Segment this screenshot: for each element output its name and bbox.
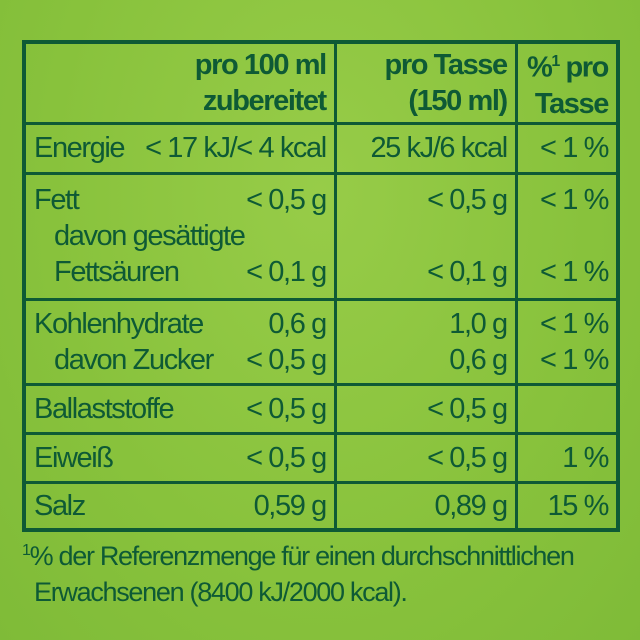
value (514, 382, 620, 435)
header-per-cup: pro Tasse (150 ml) (333, 40, 518, 125)
header-per-100ml: pro 100 ml zubereitet (22, 40, 337, 125)
value: < 17 kJ/< 4 kcal (145, 132, 327, 165)
header-text: % (526, 51, 553, 84)
value: < 1 % (540, 343, 609, 376)
fat-cup-cell: < 0,5 g < 0,1 g (333, 171, 518, 301)
row-label: Salz (34, 489, 86, 522)
row-label: davon Zucker (54, 343, 214, 376)
carbs-pct-cell: < 1 % < 1 % (514, 297, 620, 386)
table-row: Ballaststoffe < 0,5 g < 0,5 g (22, 382, 620, 435)
value: < 0,5 g (246, 184, 327, 217)
footnote-line-2: Erwachsenen (8400 kJ/2000 kcal). (34, 577, 408, 607)
value: < 0,5 g (333, 382, 518, 435)
row-label: Energie (34, 132, 126, 165)
footnote-mark: 1 (551, 53, 560, 70)
table-row: Energie < 17 kJ/< 4 kcal 25 kJ/6 kcal < 1… (22, 121, 620, 175)
footnote: 1% der Referenzmenge für einen durchschn… (22, 533, 575, 610)
table-row: Kohlenhydrate 0,6 g davon Zucker < 0,5 g 1… (22, 297, 620, 386)
value: 25 kJ/6 kcal (333, 121, 518, 175)
fat-cell: Fett < 0,5 g davon gesättigte Fettsäuren <… (22, 171, 337, 301)
table-row: Eiweiß < 0,5 g < 0,5 g 1 % (22, 431, 620, 484)
value: 15 % (514, 480, 620, 532)
value: 1,0 g (449, 307, 508, 340)
header-text: %1 pro (526, 44, 609, 86)
header-text: pro (558, 51, 609, 84)
value: < 0,5 g (246, 441, 327, 474)
header-text: zubereitet (202, 84, 327, 117)
value: < 0,5 g (427, 184, 508, 217)
row-label: Fett (34, 184, 80, 217)
carbs-cup-cell: 1,0 g 0,6 g (333, 297, 518, 386)
header-row: pro 100 ml zubereitet pro Tasse (150 ml)… (22, 40, 620, 125)
value: < 1 % (514, 121, 620, 175)
value: 1 % (514, 431, 620, 484)
row-label: Ballaststoffe (34, 392, 175, 425)
header-text: pro 100 ml (194, 48, 327, 81)
fat-pct-cell: < 1 % < 1 % (514, 171, 620, 301)
energy-cell: Energie < 17 kJ/< 4 kcal (22, 121, 337, 175)
value: < 0,5 g (246, 343, 327, 376)
salt-cell: Salz 0,59 g (22, 480, 337, 532)
row-label: Eiweiß (34, 441, 114, 474)
value: 0,59 g (253, 489, 328, 522)
row-label: Fettsäuren (54, 256, 180, 289)
header-percent: %1 pro Tasse (514, 40, 620, 125)
row-label: davon gesättigte (54, 220, 246, 253)
value: < 0,5 g (333, 431, 518, 484)
value: 0,6 g (268, 307, 327, 340)
value: 0,6 g (449, 343, 508, 376)
value: < 1 % (540, 256, 609, 289)
value: < 0,1 g (246, 256, 327, 289)
footnote-text: % der Referenzmenge für einen durchschni… (29, 541, 575, 571)
header-text: (150 ml) (408, 84, 508, 117)
protein-cell: Eiweiß < 0,5 g (22, 431, 337, 484)
value: 0,89 g (333, 480, 518, 532)
footnote-mark: 1 (22, 542, 31, 559)
value: < 1 % (540, 307, 609, 340)
fiber-cell: Ballaststoffe < 0,5 g (22, 382, 337, 435)
header-text: pro Tasse (384, 48, 509, 81)
carbs-cell: Kohlenhydrate 0,6 g davon Zucker < 0,5 g (22, 297, 337, 386)
value: < 1 % (540, 184, 609, 217)
header-text: Tasse (534, 87, 609, 120)
footnote-line-1: 1% der Referenzmenge für einen durchschn… (22, 533, 575, 574)
row-label: Kohlenhydrate (34, 307, 204, 340)
table-row: Fett < 0,5 g davon gesättigte Fettsäuren <… (22, 171, 620, 301)
table-row: Salz 0,59 g 0,89 g 15 % (22, 480, 620, 532)
value: < 0,1 g (427, 256, 508, 289)
nutrition-table: pro 100 ml zubereitet pro Tasse (150 ml)… (22, 40, 620, 533)
value: < 0,5 g (246, 392, 327, 425)
